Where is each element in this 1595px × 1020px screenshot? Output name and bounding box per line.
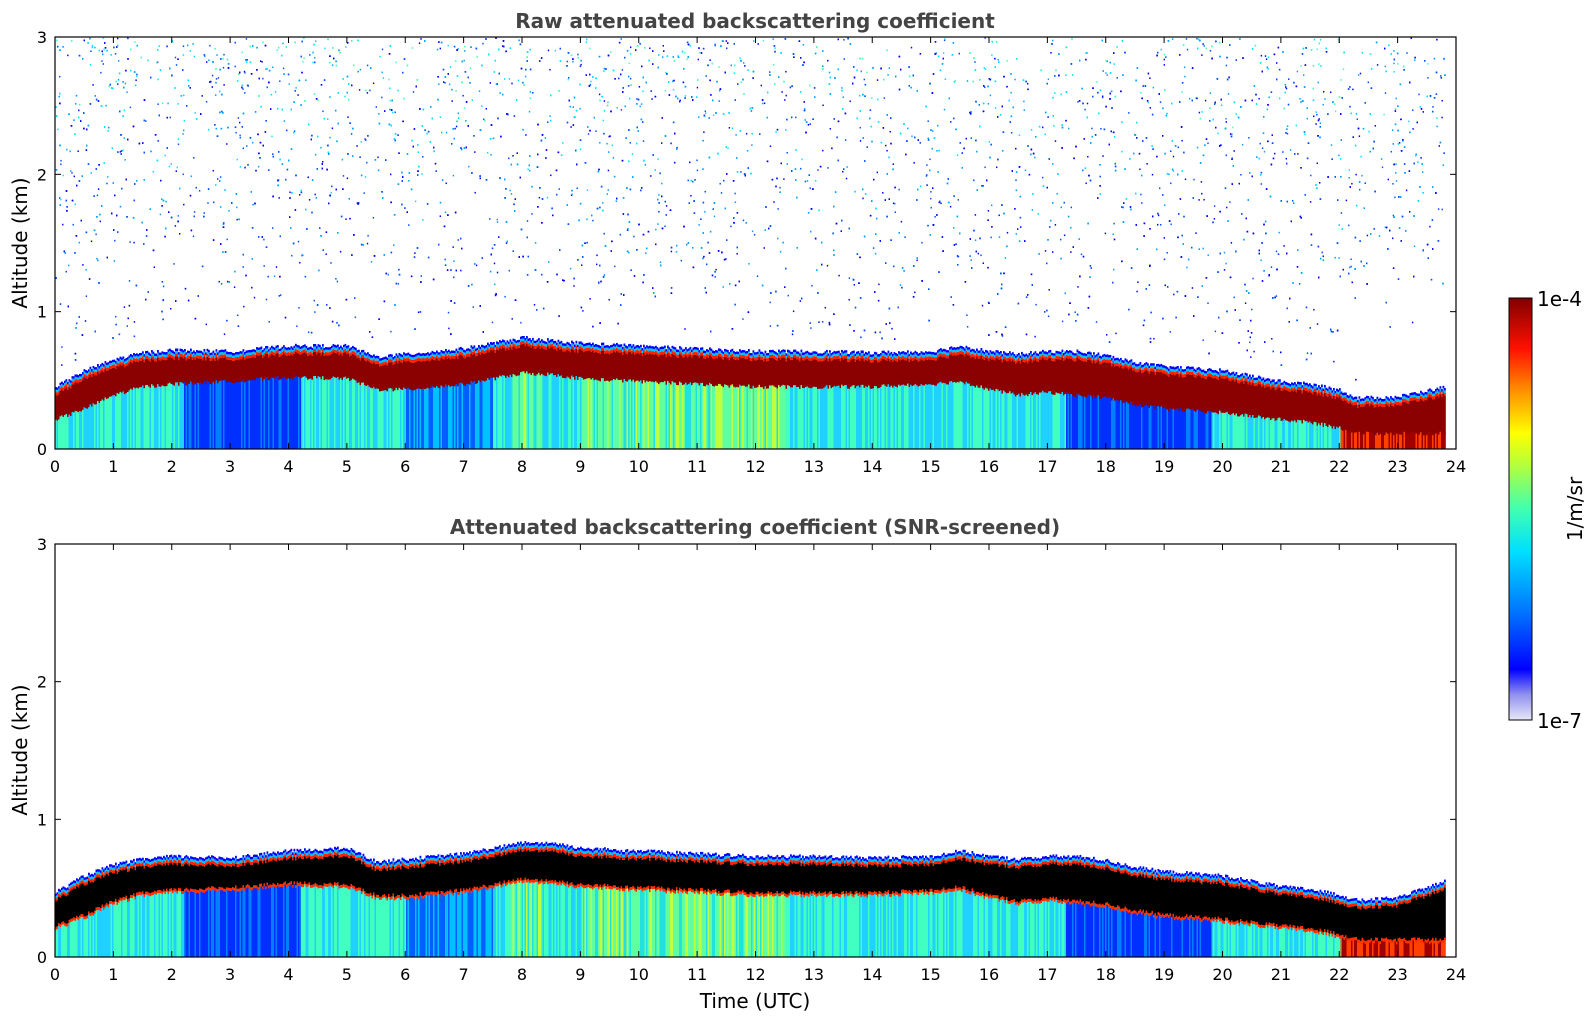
x-tick-label: 17 (1037, 965, 1057, 984)
noise-speckle (55, 37, 1446, 381)
heatmap-area (55, 37, 1446, 449)
x-tick-label: 13 (804, 965, 824, 984)
colorbar-gradient (1508, 297, 1533, 721)
x-tick-label: 12 (745, 965, 765, 984)
x-tick-label: 13 (804, 457, 824, 476)
x-tick-label: 0 (50, 965, 60, 984)
x-tick-label: 0 (50, 457, 60, 476)
x-tick-label: 11 (687, 965, 707, 984)
x-tick-label: 1 (108, 965, 118, 984)
y-axis-label: Altitude (km) (8, 177, 32, 308)
x-tick-label: 20 (1212, 457, 1232, 476)
x-tick-label: 17 (1037, 457, 1057, 476)
x-tick-label: 20 (1212, 965, 1232, 984)
x-tick-label: 15 (920, 965, 940, 984)
aerosol-layer (55, 336, 1446, 449)
x-tick-label: 8 (517, 965, 527, 984)
x-tick-label: 7 (459, 965, 469, 984)
colorbar-max-label: 1e-4 (1537, 287, 1582, 311)
x-axis-label: Time (UTC) (699, 989, 811, 1013)
x-tick-label: 23 (1387, 457, 1407, 476)
y-tick-label: 2 (37, 165, 47, 184)
x-axis-ticks: 0 1 2 3 4 5 6 7 8 9 10 11 12 13 14 15 16 17 18 19 20 21 22 23 24 (50, 37, 1466, 476)
x-tick-label: 6 (400, 965, 410, 984)
panel-raw: Raw attenuated backscattering coefficien… (8, 9, 1466, 476)
x-tick-label: 7 (459, 457, 469, 476)
y-axis-label: Altitude (km) (8, 684, 32, 815)
x-tick-label: 23 (1387, 965, 1407, 984)
x-tick-label: 24 (1446, 457, 1466, 476)
x-tick-label: 21 (1271, 965, 1291, 984)
x-tick-label: 3 (225, 457, 235, 476)
y-tick-label: 3 (37, 28, 47, 47)
aerosol-layer (55, 841, 1446, 957)
x-tick-label: 6 (400, 457, 410, 476)
x-tick-label: 5 (342, 457, 352, 476)
x-tick-label: 21 (1271, 457, 1291, 476)
y-tick-label: 1 (37, 303, 47, 322)
x-tick-label: 4 (283, 965, 293, 984)
colorbar-unit-label: 1/m/sr (1563, 476, 1587, 541)
x-tick-label: 22 (1329, 965, 1349, 984)
x-tick-label: 2 (167, 965, 177, 984)
x-tick-label: 2 (167, 457, 177, 476)
chart-title: Attenuated backscattering coefficient (S… (450, 515, 1060, 539)
x-tick-label: 14 (862, 457, 882, 476)
x-tick-label: 16 (979, 965, 999, 984)
y-tick-label: 3 (37, 535, 47, 554)
x-tick-label: 3 (225, 965, 235, 984)
x-tick-label: 10 (629, 965, 649, 984)
x-tick-label: 8 (517, 457, 527, 476)
x-tick-label: 15 (920, 457, 940, 476)
panel-snr-screened: Attenuated backscattering coefficient (S… (8, 515, 1466, 1013)
x-tick-label: 12 (745, 457, 765, 476)
x-tick-label: 5 (342, 965, 352, 984)
y-tick-label: 2 (37, 673, 47, 692)
x-tick-label: 24 (1446, 965, 1466, 984)
colorbar-min-label: 1e-7 (1537, 709, 1582, 733)
chart-title: Raw attenuated backscattering coefficien… (515, 9, 995, 33)
x-tick-label: 18 (1096, 457, 1116, 476)
x-tick-label: 10 (629, 457, 649, 476)
y-tick-label: 0 (37, 440, 47, 459)
x-tick-label: 9 (575, 965, 585, 984)
x-tick-label: 9 (575, 457, 585, 476)
y-axis-ticks: 0 1 2 3 (37, 535, 1456, 967)
colorbar: 1e-4 1e-7 1/m/sr (1508, 287, 1587, 733)
y-tick-label: 1 (37, 810, 47, 829)
x-tick-label: 11 (687, 457, 707, 476)
x-tick-label: 4 (283, 457, 293, 476)
x-tick-label: 14 (862, 965, 882, 984)
x-axis-ticks: 0 1 2 3 4 5 6 7 8 9 10 11 12 13 14 15 16 17 18 19 20 21 22 23 24 (50, 544, 1466, 984)
x-tick-label: 18 (1096, 965, 1116, 984)
x-tick-label: 1 (108, 457, 118, 476)
heatmap-area (55, 841, 1446, 957)
x-tick-label: 19 (1154, 965, 1174, 984)
y-tick-label: 0 (37, 948, 47, 967)
x-tick-label: 19 (1154, 457, 1174, 476)
y-axis-ticks: 0 1 2 3 (37, 28, 1456, 459)
x-tick-label: 16 (979, 457, 999, 476)
x-tick-label: 22 (1329, 457, 1349, 476)
